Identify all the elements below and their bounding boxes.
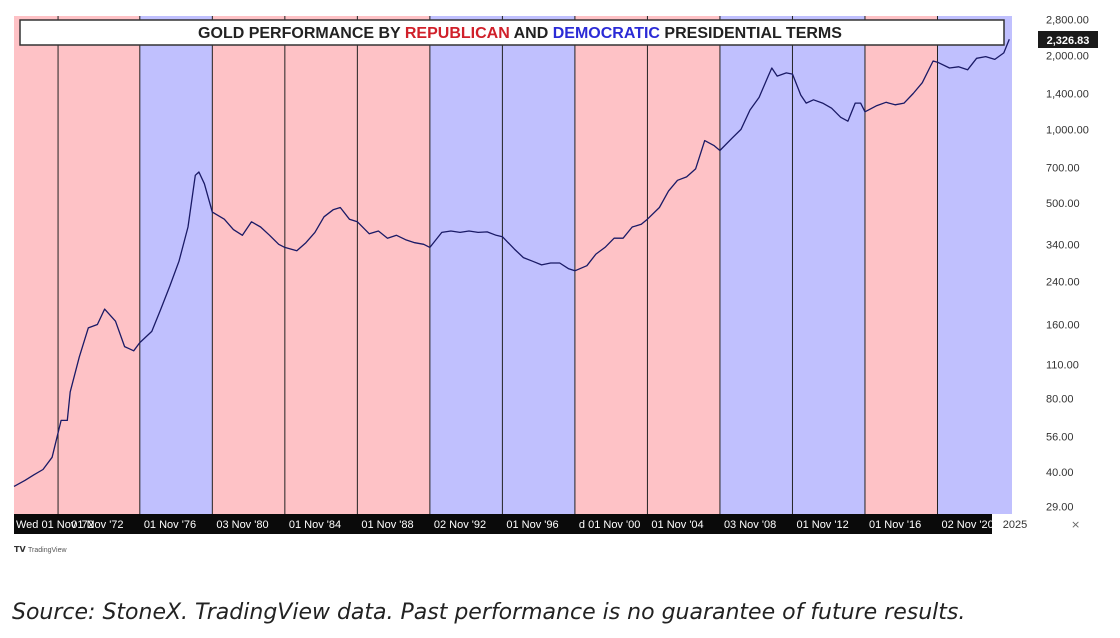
y-tick-label: 340.00 (1046, 239, 1080, 251)
republican-term-band-0 (14, 16, 140, 514)
x-tick-label: 01 Nov '96 (506, 519, 558, 531)
y-tick-label: 110.00 (1046, 359, 1079, 371)
y-tick-label: 56.00 (1046, 431, 1074, 443)
price-series (13, 39, 1010, 487)
y-axis: 2,800.00 2,000.00 1,400.00 1,000.00 700.00 50… (1046, 15, 1089, 514)
title-part-3: DEMOCRATIC (553, 25, 661, 42)
y-tick-label: 2,000.00 (1046, 51, 1089, 63)
x-tick-label: 01 Nov '76 (144, 519, 196, 531)
watermark-text: TradingView (28, 547, 67, 554)
tradingview-watermark: TV TradingView (14, 545, 67, 554)
x-tick-label: 03 Nov '08 (724, 519, 776, 531)
title-part-0: GOLD PERFORMANCE BY (198, 25, 405, 42)
republican-term-band-6 (864, 16, 938, 514)
title-part-2: AND (510, 25, 553, 42)
x-tick-label: d 01 Nov '00 (579, 519, 640, 531)
y-tick-label: 700.00 (1046, 162, 1080, 174)
title-text: GOLD PERFORMANCE BY REPUBLICAN AND DEMOC… (198, 25, 842, 42)
x-tick-label: 01 Nov '84 (289, 519, 341, 531)
title-box (19, 19, 1005, 46)
y-tick-label: 2,800.00 (1046, 15, 1089, 27)
x-tick-label: 03 Nov '80 (216, 519, 268, 531)
x-tick-label: Wed 01 Nov '72 (16, 519, 94, 531)
democratic-term-band-7 (937, 16, 1012, 514)
tradingview-logo-icon: TV (14, 545, 26, 554)
x-axis-end-cell (992, 514, 1038, 534)
title-part-4: PRESIDENTIAL TERMS (660, 25, 842, 42)
election-lines (57, 16, 938, 514)
x-tick-label: 01 Nov '04 (651, 519, 703, 531)
x-end-label: 2025 (1003, 519, 1027, 531)
y-tick-label: 240.00 (1046, 276, 1080, 288)
x-tick-label: 02 Nov '20 (941, 519, 993, 531)
y-tick-label: 500.00 (1046, 198, 1080, 210)
democratic-term-band-1 (139, 16, 213, 514)
y-tick-label: 160.00 (1046, 320, 1080, 332)
chart-title: GOLD PERFORMANCE BY REPUBLICAN AND DEMOC… (19, 19, 1005, 46)
y-tick-label: 1,400.00 (1046, 89, 1089, 101)
term-bands (14, 16, 1012, 514)
y-tick-label: 40.00 (1046, 467, 1074, 479)
x-tick-label: 01 Nov '16 (869, 519, 921, 531)
last-value-box (1038, 31, 1098, 48)
x-tick-label: 01 Nov '88 (361, 519, 413, 531)
x-tick-label: 01 Nov '72 (71, 519, 123, 531)
last-value-badge: 2,326.83 (1038, 31, 1098, 48)
x-axis-close-mark[interactable]: × (1071, 518, 1080, 531)
x-tick-label: 01 Nov '12 (796, 519, 848, 531)
y-tick-label: 1,000.00 (1046, 124, 1089, 136)
last-value-label: 2,326.83 (1047, 35, 1090, 47)
y-tick-label: 29.00 (1046, 501, 1074, 513)
gold-chart: GOLD PERFORMANCE BY REPUBLICAN AND DEMOC… (13, 15, 1098, 554)
y-tick-label: 80.00 (1046, 393, 1074, 405)
republican-term-band-2 (212, 16, 430, 514)
x-tick-label: 02 Nov '92 (434, 519, 486, 531)
x-axis-bar (14, 514, 992, 534)
title-part-1: REPUBLICAN (405, 25, 510, 42)
gold-price-line (13, 39, 1010, 487)
source-caption: Source: StoneX. TradingView data. Past p… (12, 600, 966, 625)
